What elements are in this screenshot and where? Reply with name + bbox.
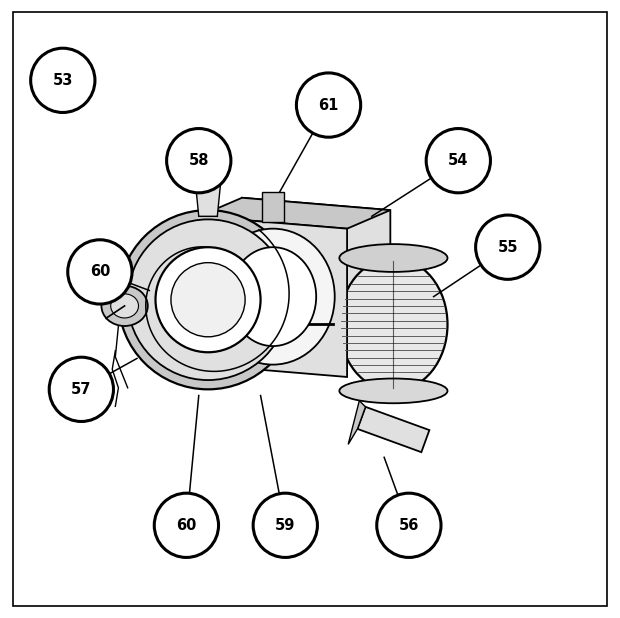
Text: 54: 54 [448, 153, 469, 168]
Circle shape [377, 493, 441, 557]
Bar [262, 192, 284, 222]
Circle shape [426, 129, 490, 193]
Circle shape [128, 219, 288, 380]
Circle shape [476, 215, 540, 279]
Ellipse shape [111, 294, 138, 318]
Circle shape [49, 357, 113, 421]
Ellipse shape [102, 286, 148, 326]
Text: 60: 60 [176, 518, 197, 533]
Text: 59: 59 [275, 518, 296, 533]
Text: 57: 57 [71, 382, 92, 397]
Circle shape [171, 263, 245, 337]
Circle shape [154, 493, 218, 557]
Polygon shape [348, 400, 366, 444]
Text: 55: 55 [497, 240, 518, 255]
Text: 53: 53 [53, 73, 73, 88]
Ellipse shape [211, 229, 335, 365]
Polygon shape [199, 216, 347, 377]
Circle shape [118, 210, 298, 389]
Text: 60: 60 [90, 265, 110, 279]
Polygon shape [242, 198, 391, 358]
Circle shape [68, 240, 132, 304]
Ellipse shape [339, 244, 448, 272]
Polygon shape [199, 198, 391, 229]
Circle shape [30, 48, 95, 112]
Circle shape [156, 247, 260, 352]
Text: 61: 61 [318, 98, 339, 112]
Circle shape [167, 129, 231, 193]
Polygon shape [196, 185, 220, 216]
Ellipse shape [339, 258, 448, 391]
Text: 58: 58 [188, 153, 209, 168]
Ellipse shape [339, 378, 448, 404]
Ellipse shape [229, 247, 316, 346]
Polygon shape [358, 407, 430, 452]
Circle shape [253, 493, 317, 557]
Text: 56: 56 [399, 518, 419, 533]
Circle shape [296, 73, 361, 137]
